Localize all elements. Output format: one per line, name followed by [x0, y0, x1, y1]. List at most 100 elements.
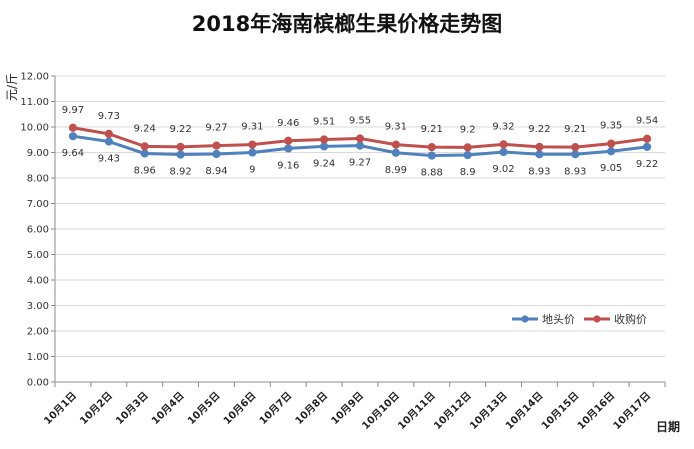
data-label: 9.24: [134, 123, 156, 134]
y-tick-label: 1.00: [27, 352, 49, 363]
data-point: [391, 140, 400, 149]
data-point: [355, 141, 365, 150]
x-tick-label: 10月7日: [257, 390, 294, 427]
data-label: 9.97: [62, 105, 84, 116]
data-label: 9.16: [277, 160, 299, 171]
x-tick-label: 10月9日: [329, 390, 366, 427]
data-label: 9.2: [460, 124, 476, 135]
data-label: 9.31: [385, 122, 407, 133]
data-label: 8.93: [528, 166, 550, 177]
y-tick-label: 4.00: [27, 276, 49, 287]
data-label: 8.88: [421, 168, 443, 179]
data-label: 8.99: [385, 165, 407, 176]
data-point: [212, 149, 221, 159]
data-point: [571, 143, 580, 152]
y-tick-label: 0.00: [27, 378, 49, 389]
data-label: 9.54: [636, 116, 658, 127]
data-point: [391, 148, 400, 157]
data-label: 9.21: [564, 124, 586, 135]
data-point: [248, 148, 257, 157]
data-point: [499, 140, 508, 149]
data-label: 8.92: [169, 167, 191, 178]
data-label: 9.32: [492, 121, 514, 132]
y-axis-label: 元/斤: [5, 73, 19, 101]
x-tick-label: 10月6日: [221, 390, 258, 427]
y-tick-label: 6.00: [27, 225, 49, 236]
chart-title: 2018年海南槟榔生果价格走势图: [192, 12, 502, 36]
data-point: [320, 142, 329, 151]
series-1: 9.64 9.43 8.96 8.92 8.94 9 9.16 9.24 9.27 8.99 8.8…: [62, 132, 658, 179]
legend-item: 地头价: [512, 313, 575, 326]
data-label: 9: [249, 165, 255, 176]
data-label: 9.27: [349, 158, 371, 169]
x-tick-label: 10月15日: [539, 390, 581, 432]
legend-swatch-marker: [593, 315, 601, 323]
data-point: [320, 135, 329, 144]
x-tick-label: 10月12日: [431, 390, 473, 432]
y-tick-label: 10.00: [20, 123, 49, 134]
data-label: 9.35: [600, 121, 622, 132]
data-label: 9.51: [313, 116, 335, 127]
x-tick-label: 10月4日: [149, 390, 186, 427]
data-label: 9.73: [98, 111, 120, 122]
y-tick-label: 11.00: [20, 97, 49, 108]
legend: 地头价 收购价: [512, 312, 647, 326]
x-tick-label: 10月3日: [113, 390, 150, 427]
data-label: 9.05: [600, 163, 622, 174]
data-label: 8.94: [205, 166, 227, 177]
data-point: [68, 123, 78, 132]
data-point: [284, 144, 293, 153]
x-tick-label: 10月2日: [78, 390, 115, 427]
gridlines: [55, 75, 665, 357]
data-point: [68, 132, 78, 141]
y-tick-label: 9.00: [27, 148, 49, 159]
data-point: [535, 150, 544, 159]
data-point: [463, 143, 472, 152]
data-point: [176, 150, 185, 159]
data-label: 9.55: [349, 115, 371, 126]
data-point: [104, 129, 113, 138]
data-point: [642, 134, 652, 143]
x-tick-label: 10月16日: [575, 390, 617, 432]
y-tick-label: 5.00: [27, 250, 49, 261]
data-point: [607, 147, 616, 156]
x-tick-label: 10月10日: [360, 390, 402, 432]
x-tick-label: 10月14日: [503, 390, 545, 432]
legend-label: 地头价: [542, 313, 575, 326]
data-label: 8.93: [564, 166, 586, 177]
data-label: 9.24: [313, 158, 335, 169]
data-label: 9.02: [492, 164, 514, 175]
data-point: [642, 142, 652, 151]
y-tick-label: 12.00: [20, 72, 49, 83]
data-point: [607, 139, 616, 148]
data-point: [571, 150, 580, 159]
x-tick-label: 10月11日: [396, 390, 438, 432]
data-point: [427, 151, 436, 160]
data-point: [535, 142, 544, 151]
data-label: 9.31: [241, 122, 263, 133]
data-label: 9.46: [277, 118, 299, 129]
data-point: [212, 141, 221, 150]
x-tick-label: 10月5日: [185, 390, 222, 427]
data-label: 9.22: [636, 159, 658, 170]
series-group: 9.64 9.43 8.96 8.92 8.94 9 9.16 9.24 9.27 8.99 8.8…: [62, 105, 658, 179]
legend-label: 收购价: [614, 312, 647, 326]
data-point: [284, 136, 293, 145]
data-label: 8.9: [460, 167, 476, 178]
x-tick-label: 10月8日: [293, 390, 330, 427]
data-label: 9.22: [169, 124, 191, 135]
y-tick-label: 2.00: [27, 327, 49, 338]
x-tick-label: 10月13日: [467, 390, 509, 432]
y-tick-labels: 0.00 1.00 2.00 3.00 4.00 5.00 6.00 7.00 8.00 9.00…: [20, 72, 49, 389]
y-tick-label: 7.00: [27, 199, 49, 210]
series-2: 9.97 9.73 9.24 9.22 9.27 9.31 9.46 9.51 9.55 9.31…: [62, 105, 658, 152]
data-point: [140, 149, 149, 158]
data-label: 9.22: [528, 124, 550, 135]
data-label: 9.43: [98, 154, 120, 165]
axes: [51, 75, 666, 387]
data-label: 9.64: [62, 148, 84, 159]
x-tick-label: 10月17日: [611, 390, 653, 432]
data-point: [248, 140, 257, 149]
data-point: [355, 134, 365, 143]
